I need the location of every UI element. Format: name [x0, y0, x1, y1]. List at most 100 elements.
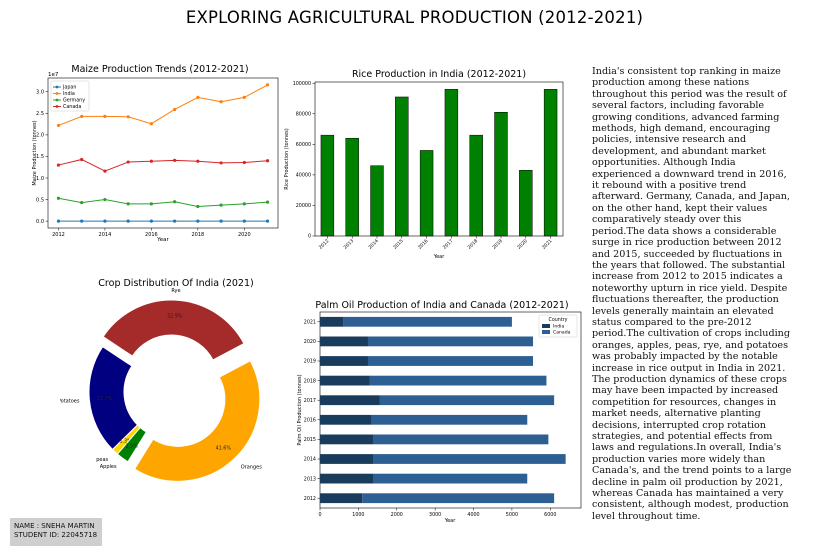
bar-segment: [320, 375, 370, 386]
y-tick-label: 1.5: [36, 154, 44, 160]
y-offset-label: 1e7: [48, 72, 59, 78]
x-axis-label: Year: [444, 518, 457, 524]
data-point: [80, 219, 84, 223]
x-tick-label: 2018: [467, 238, 480, 251]
y-tick-label: 3.0: [36, 90, 44, 96]
x-tick-label: 1000: [352, 512, 364, 518]
data-point: [265, 200, 270, 204]
data-point: [126, 219, 130, 223]
rice-bar-chart: Rice Production in India (2012-2021) 0 20…: [284, 69, 564, 260]
x-tick-label: 2020: [238, 232, 251, 238]
x-tick-label: 2000: [391, 512, 403, 518]
bar: [419, 150, 434, 237]
bar: [320, 134, 335, 237]
y-tick-label: 20000: [296, 203, 311, 209]
x-tick-label: 2012: [52, 232, 65, 238]
data-point: [173, 158, 177, 162]
bar: [543, 89, 558, 237]
legend-label: Japan: [62, 85, 76, 91]
y-tick-label: 2017: [304, 398, 316, 404]
pie-pct-label: 41.6%: [216, 446, 232, 452]
data-point: [219, 203, 223, 207]
data-point: [219, 161, 223, 165]
pie-label: Oranges: [241, 464, 262, 470]
data-point: [265, 159, 270, 163]
legend-swatch: [542, 324, 550, 328]
x-axis-label: Year: [433, 254, 446, 260]
bar-segment: [367, 356, 534, 366]
crop-donut-chart: Crop Distribution Of India (2021) 32.9% R…: [60, 278, 262, 482]
student-name: NAME : SNEHA MARTIN: [14, 522, 95, 530]
series-line: [58, 158, 268, 172]
data-point: [56, 196, 61, 200]
chart-title: Crop Distribution Of India (2021): [98, 278, 253, 289]
bar-segment: [369, 375, 547, 386]
student-info: NAME : SNEHA MARTIN STUDENT ID: 22045718: [10, 518, 102, 546]
plot-frame: [314, 81, 564, 237]
x-tick-label: 2012: [318, 238, 331, 251]
y-tick-label: 2.0: [36, 133, 44, 139]
page-title: EXPLORING AGRICULTURAL PRODUCTION (2012-…: [185, 8, 644, 27]
y-tick-label: 0.5: [36, 197, 44, 203]
data-point: [219, 219, 223, 223]
legend-swatch: [542, 330, 550, 334]
palm-oil-bar-chart: Palm Oil Production of India and Canada …: [297, 300, 582, 524]
pie-label: peas: [96, 457, 108, 463]
x-tick-label: 5000: [506, 512, 518, 518]
data-point: [173, 219, 177, 223]
x-tick-label: 6000: [544, 512, 556, 518]
data-point: [196, 204, 200, 209]
pie-pct-label: 1.3%: [119, 438, 132, 444]
y-tick-label: 80000: [296, 111, 311, 117]
data-point: [80, 200, 84, 205]
legend-marker: [55, 105, 59, 108]
pie-label: Potatoes: [60, 399, 80, 405]
pie-pct-label: 32.9%: [167, 313, 183, 319]
x-axis-label: Year: [156, 237, 169, 243]
y-tick-label: 100000: [293, 81, 311, 87]
bar: [395, 96, 409, 237]
bar-segment: [373, 473, 528, 484]
legend-marker: [55, 98, 59, 102]
bar-segment: [320, 356, 368, 366]
data-point: [149, 122, 153, 126]
data-point: [56, 123, 61, 128]
data-point: [103, 169, 107, 173]
x-tick-label: 0: [318, 512, 321, 518]
y-tick-label: 2021: [304, 320, 316, 326]
bar-segment: [320, 336, 368, 347]
bar-segment: [362, 493, 555, 504]
bar-segment: [373, 454, 566, 464]
data-point: [242, 160, 246, 165]
y-tick-label: 2014: [304, 457, 316, 463]
chart-title: Rice Production in India (2012-2021): [352, 69, 526, 80]
legend-box: [50, 80, 90, 112]
legend-label: India: [63, 91, 75, 97]
data-point: [126, 202, 130, 206]
bar-segment: [320, 454, 374, 464]
chart-title: Maize Production Trends (2012-2021): [71, 64, 248, 75]
y-tick-label: 60000: [296, 142, 311, 148]
pie-pct-label: 21.7%: [97, 396, 113, 402]
student-id: STUDENT ID: 22045718: [14, 531, 98, 539]
pie-label: Apples: [100, 464, 117, 470]
data-point: [80, 157, 84, 162]
data-point: [103, 197, 107, 202]
x-tick-label: 2020: [516, 238, 529, 251]
y-tick-label: 2013: [304, 476, 316, 482]
x-tick-label: 2016: [417, 238, 430, 251]
data-point: [103, 219, 107, 223]
pie-slice: [116, 426, 147, 463]
bar-segment: [320, 434, 374, 445]
series-line: [58, 84, 268, 126]
data-point: [242, 202, 246, 206]
data-point: [126, 115, 130, 119]
data-point: [219, 100, 223, 104]
maize-line-chart: Maize Production Trends (2012-2021) 1e7 …: [32, 64, 279, 243]
data-point: [265, 83, 270, 87]
x-tick-label: 2014: [367, 238, 380, 251]
legend-label: Germany: [63, 98, 85, 104]
x-tick-label: 2021: [541, 238, 554, 251]
data-point: [242, 95, 246, 99]
bar: [494, 112, 508, 237]
